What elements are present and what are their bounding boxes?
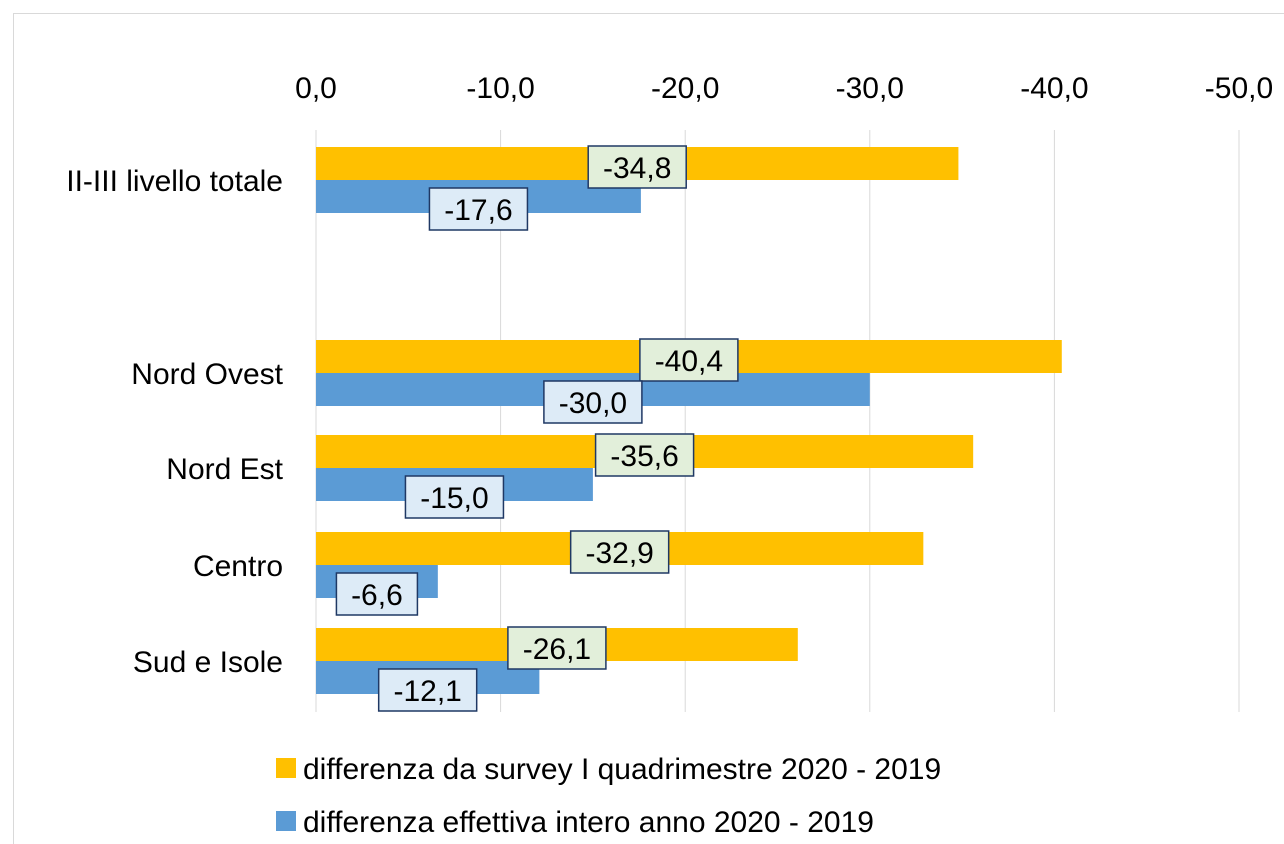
data-label-text: -17,6 (444, 194, 512, 227)
gridlines (315, 130, 1240, 712)
data-label-box (569, 530, 670, 574)
legend-label: differenza effettiva intero anno 2020 - … (303, 806, 874, 839)
legend-swatch (276, 758, 296, 778)
x-axis-tick-labels: 0,0 -10,0 -20,0 -30,0 -40,0 -50,0 (295, 72, 1273, 105)
legend: differenza da survey I quadrimestre 2020… (276, 753, 941, 839)
bars (316, 147, 1062, 694)
data-label-box (594, 433, 695, 477)
category-label: II-III livello totale (66, 165, 283, 198)
x-tick-label: -30,0 (836, 72, 904, 105)
data-label-text: -35,6 (610, 440, 678, 473)
data-label-text: -12,1 (393, 675, 461, 708)
data-label-text: -15,0 (420, 482, 488, 515)
data-label-box (507, 626, 607, 670)
data-label-text: -30,0 (559, 387, 627, 420)
data-label-box (404, 475, 505, 519)
data-label-text: -40,4 (655, 345, 723, 378)
data-label-box (377, 668, 478, 712)
data-label-text: -6,6 (351, 579, 403, 612)
data-label-text: -26,1 (523, 633, 591, 666)
category-label: Nord Ovest (131, 358, 283, 391)
data-label: -34,8 (587, 145, 687, 189)
x-tick-label: 0,0 (295, 72, 337, 105)
data-label-text: -32,9 (585, 537, 653, 570)
data-label-box (587, 145, 687, 189)
category-label: Nord Est (166, 453, 283, 486)
data-label: -40,4 (639, 338, 739, 382)
x-tick-label: -50,0 (1205, 72, 1273, 105)
x-tick-label: -20,0 (651, 72, 719, 105)
legend-label: differenza da survey I quadrimestre 2020… (303, 753, 941, 786)
data-label-box (428, 187, 529, 231)
data-labels: -34,8 -40,4 -35,6 -32,9 -26,1 -17,6 -30,0 -15,0… (335, 145, 739, 712)
data-label: -35,6 (594, 433, 695, 477)
data-label: -6,6 (335, 572, 419, 616)
data-label: -30,0 (543, 380, 643, 424)
data-label-box (639, 338, 739, 382)
data-label: -32,9 (569, 530, 670, 574)
data-label: -17,6 (428, 187, 529, 231)
x-tick-label: -10,0 (466, 72, 534, 105)
data-label-box (335, 572, 419, 616)
data-label: -15,0 (404, 475, 505, 519)
category-labels: II-III livello totale Nord Ovest Nord Est C… (66, 165, 283, 679)
data-label: -26,1 (507, 626, 607, 670)
category-label: Sud e Isole (133, 646, 283, 679)
data-label-text: -34,8 (603, 152, 671, 185)
category-label: Centro (193, 550, 283, 583)
data-label: -12,1 (377, 668, 478, 712)
legend-swatch (276, 811, 296, 831)
x-tick-label: -40,0 (1020, 72, 1088, 105)
data-label-box (543, 380, 643, 424)
chart-frame (13, 13, 1284, 844)
